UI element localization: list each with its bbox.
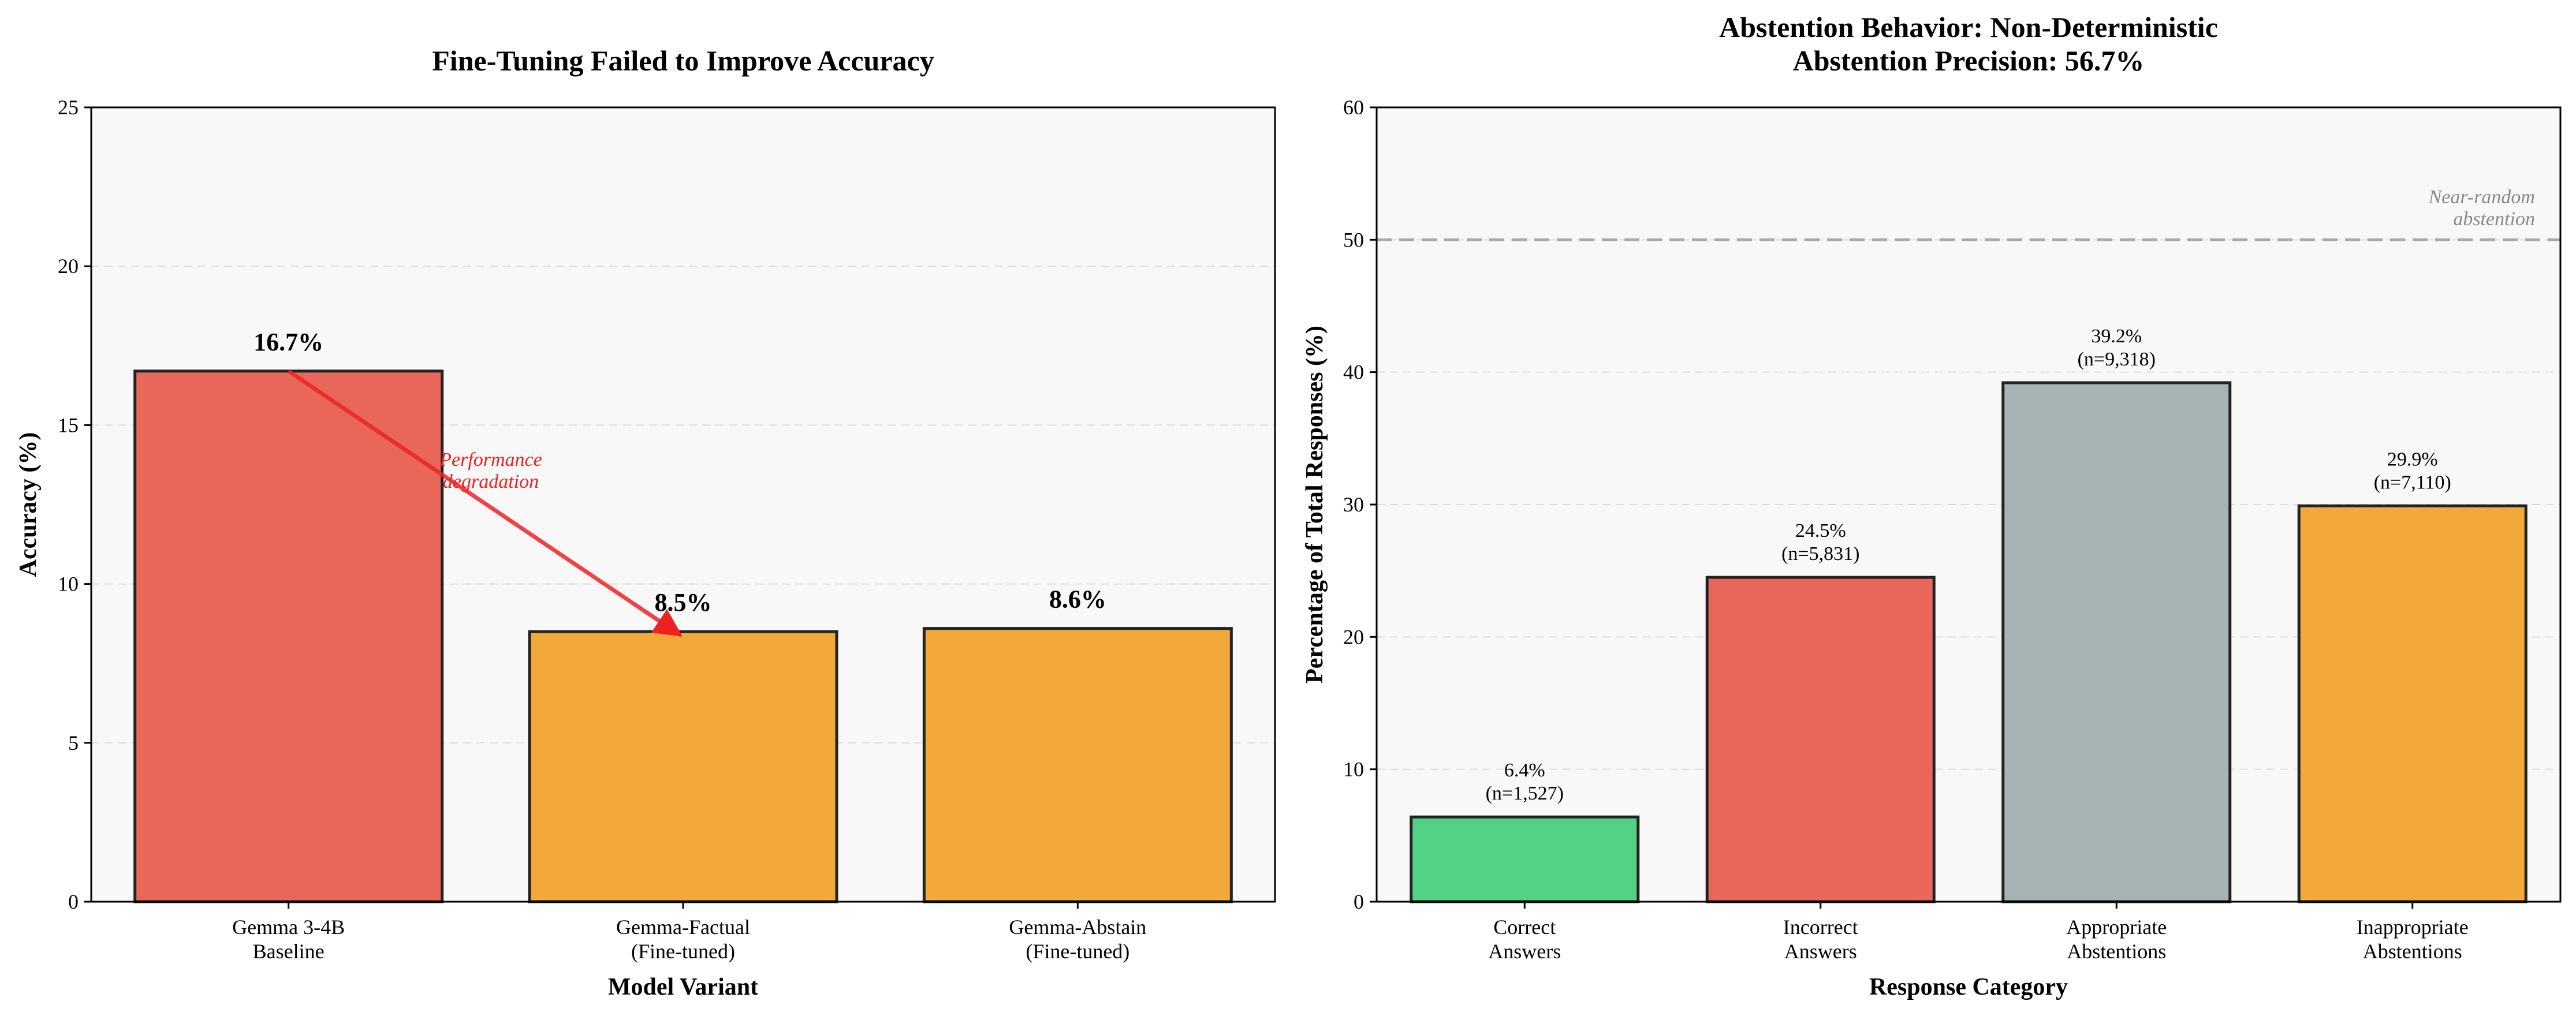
value-labels-abstention: 6.4%(n=1,527) 24.5%(n=5,831) 39.2%(n=9,318…	[1486, 326, 2451, 804]
x-tick-label: Baseline	[253, 940, 325, 963]
y-tick-label: 0	[1354, 890, 1364, 913]
annotation-line-2: degradation	[443, 471, 539, 492]
y-tick-label: 20	[1343, 625, 1364, 648]
bar	[2001, 381, 2232, 903]
bar	[133, 369, 444, 903]
x-ticks-accuracy: Gemma 3-4BBaselineGemma-Factual(Fine-tun…	[232, 902, 1146, 963]
y-tick-label: 30	[1343, 493, 1364, 516]
value-label: 16.7%	[254, 328, 323, 356]
value-label: 39.2%	[2091, 326, 2142, 347]
value-label: 24.5%	[1795, 520, 1846, 541]
bar	[1410, 815, 1640, 903]
value-count-label: (n=7,110)	[2374, 472, 2451, 493]
y-ticks-abstention: 0 10 20 30 40 50 60	[1343, 96, 1377, 913]
reference-line-label-1: Near-random	[2428, 186, 2535, 208]
y-ticks-accuracy: 0 5 10 15 20 25	[58, 96, 91, 913]
x-tick-label: Gemma-Abstain	[1009, 916, 1146, 939]
bar	[1705, 576, 1936, 903]
x-tick-label: Abstentions	[2363, 940, 2462, 963]
chart-title-abstention-line-1: Abstention Behavior: Non-Deterministic	[1719, 11, 2218, 43]
value-labels-accuracy: 16.7% 8.5% 8.6%	[254, 328, 1106, 617]
y-tick-label: 25	[58, 96, 79, 119]
annotation-line-1: Performance	[439, 449, 542, 470]
x-tick-label: Answers	[1488, 940, 1561, 963]
y-axis-title-abstention: Percentage of Total Responses (%)	[1302, 326, 1328, 683]
x-tick-label: Inappropriate	[2357, 916, 2469, 939]
bar	[528, 630, 838, 903]
y-tick-label: 60	[1343, 96, 1364, 119]
reference-line-label-2: abstention	[2453, 208, 2535, 230]
x-tick-label: Abstentions	[2067, 940, 2166, 963]
y-axis-title-accuracy: Accuracy (%)	[15, 432, 42, 577]
x-tick-label: (Fine-tuned)	[1026, 940, 1129, 963]
x-tick-label: (Fine-tuned)	[631, 940, 735, 963]
x-tick-label: Gemma-Factual	[616, 916, 750, 939]
value-count-label: (n=5,831)	[1781, 543, 1859, 565]
y-tick-label: 15	[58, 413, 79, 436]
y-tick-label: 40	[1343, 361, 1364, 384]
y-tick-label: 20	[58, 255, 79, 278]
chart-accuracy: 16.7% 8.5% 8.6% Performance degradation 0 5…	[15, 44, 1276, 1000]
x-tick-label: Correct	[1493, 916, 1556, 939]
value-label: 8.5%	[655, 588, 712, 617]
arrow-line	[287, 369, 683, 637]
y-tick-label: 5	[68, 731, 79, 754]
x-tick-label: Incorrect	[1783, 916, 1858, 939]
value-label: 6.4%	[1504, 760, 1545, 781]
x-tick-label: Appropriate	[2066, 916, 2167, 939]
bar	[2297, 504, 2527, 903]
value-count-label: (n=1,527)	[1486, 783, 1564, 804]
x-axis-title-abstention: Response Category	[1869, 974, 2068, 1000]
x-ticks-abstention: CorrectAnswersIncorrectAnswersAppropriat…	[1488, 902, 2469, 963]
chart-title-accuracy: Fine-Tuning Failed to Improve Accuracy	[432, 44, 934, 77]
value-count-label: (n=9,318)	[2078, 349, 2156, 370]
value-label: 8.6%	[1049, 585, 1106, 614]
x-tick-label: Answers	[1784, 940, 1857, 963]
x-tick-label: Gemma 3-4B	[232, 916, 345, 939]
bar	[922, 627, 1233, 903]
x-axis-title-accuracy: Model Variant	[608, 974, 758, 1000]
value-label: 29.9%	[2387, 449, 2438, 470]
degradation-arrow	[287, 369, 683, 637]
y-tick-label: 10	[58, 573, 79, 596]
y-tick-label: 50	[1343, 228, 1364, 251]
chart-title-abstention-line-2: Abstention Precision: 56.7%	[1793, 44, 2145, 77]
y-tick-label: 0	[68, 890, 79, 913]
bars-abstention	[1410, 381, 2527, 903]
chart-abstention: Near-random abstention 6.4%(n=1,527) 24.5…	[1302, 11, 2562, 1000]
y-tick-label: 10	[1343, 758, 1364, 781]
